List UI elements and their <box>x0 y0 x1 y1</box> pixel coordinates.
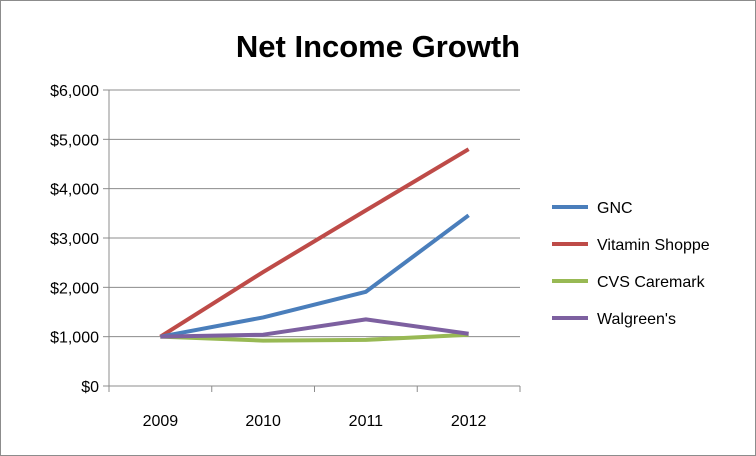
series-line-vitamin-shoppe <box>159 147 470 339</box>
gridlines <box>109 89 520 338</box>
legend-label: Vitamin Shoppe <box>597 237 710 254</box>
chart-title: Net Income Growth <box>236 29 520 64</box>
series-lines <box>159 147 470 343</box>
x-tick-label: 2011 <box>349 413 384 430</box>
series-line-gnc <box>160 213 470 339</box>
y-tick-label: $0 <box>81 379 99 396</box>
x-tick-label: 2012 <box>451 413 487 430</box>
series-line-cvs-caremark <box>160 332 469 343</box>
legend-label: CVS Caremark <box>597 274 706 291</box>
legend: GNC Vitamin Shoppe CVS Caremark Walgreen's <box>552 200 710 328</box>
legend-label: GNC <box>597 200 633 217</box>
y-tick-label: $5,000 <box>50 132 99 149</box>
y-tick-label: $2,000 <box>50 280 99 297</box>
series-line-walgreen-s <box>160 317 469 339</box>
x-axis-ticks: 2009 2010 2011 2012 <box>108 386 521 430</box>
y-tick-label: $1,000 <box>50 330 99 347</box>
y-tick-label: $4,000 <box>50 182 99 199</box>
legend-label: Walgreen's <box>597 311 676 328</box>
y-axis-ticks: $0 $1,000 $2,000 $3,000 $4,000 $5,000 $6,000 <box>50 83 109 396</box>
x-tick-label: 2010 <box>245 413 281 430</box>
y-tick-label: $6,000 <box>50 83 99 100</box>
y-tick-label: $3,000 <box>50 231 99 248</box>
x-tick-label: 2009 <box>143 413 179 430</box>
